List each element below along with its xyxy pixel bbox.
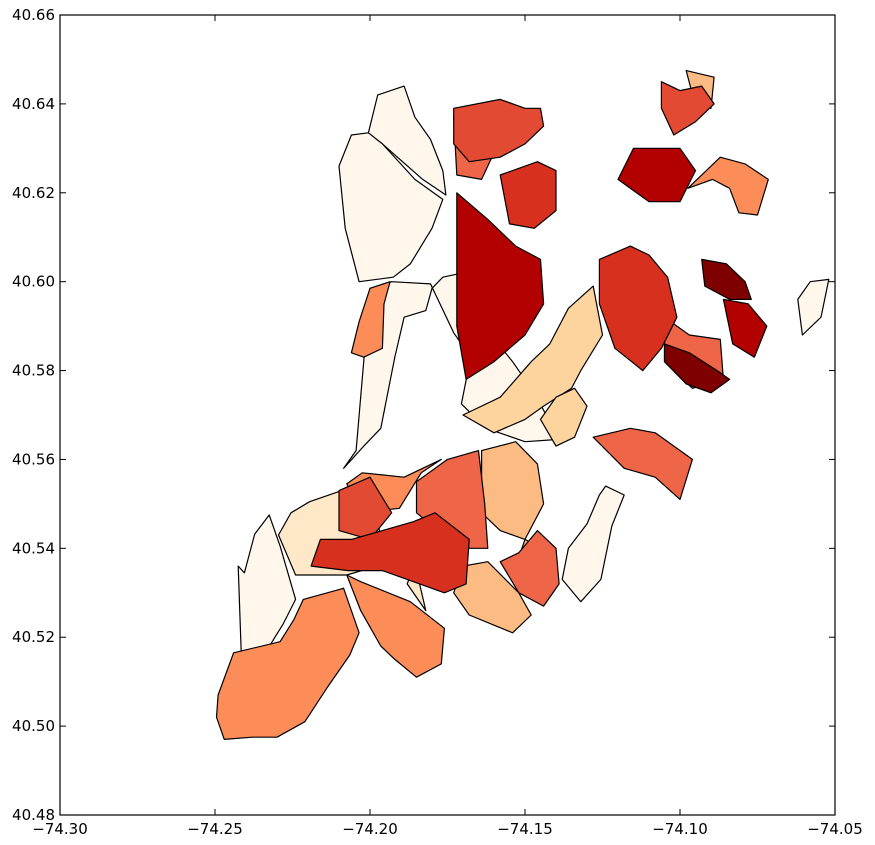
region-34 xyxy=(701,258,752,300)
y-tick-label-3: 40.54 xyxy=(12,539,55,557)
x-tick-label-0: −74.30 xyxy=(32,820,88,838)
x-tick-label-2: −74.20 xyxy=(342,820,398,838)
region-31 xyxy=(456,192,545,380)
region-35 xyxy=(663,343,731,394)
region-16 xyxy=(346,574,445,678)
y-tick-label-7: 40.62 xyxy=(12,184,55,202)
y-tick-label-5: 40.58 xyxy=(12,362,55,380)
y-tick-label-9: 40.66 xyxy=(12,6,55,24)
region-27 xyxy=(338,476,393,541)
region-6 xyxy=(561,485,625,603)
region-9 xyxy=(462,285,604,434)
plot-frame xyxy=(59,14,836,816)
y-tick-label-2: 40.52 xyxy=(12,628,55,646)
y-tick-label-0: 40.48 xyxy=(12,806,55,824)
region-19 xyxy=(350,281,391,358)
x-tick-label-5: −74.05 xyxy=(807,820,863,838)
region-33 xyxy=(722,298,768,358)
region-23 xyxy=(499,529,560,607)
x-tick-label-4: −74.10 xyxy=(652,820,708,838)
y-tick-label-8: 40.64 xyxy=(12,95,55,113)
region-10 xyxy=(539,387,588,447)
x-tick-label-1: −74.25 xyxy=(187,820,243,838)
region-25 xyxy=(453,98,545,163)
region-15 xyxy=(215,587,360,741)
region-28 xyxy=(310,512,470,594)
x-axis: −74.30 −74.25 −74.20 −74.15 −74.10 −74.05 xyxy=(32,15,863,838)
choropleth-regions xyxy=(215,69,830,741)
y-tick-label-6: 40.60 xyxy=(12,273,55,291)
x-tick-label-3: −74.15 xyxy=(497,820,553,838)
y-tick-label-4: 40.56 xyxy=(12,450,55,468)
region-21 xyxy=(592,427,694,500)
y-axis: 40.48 40.50 40.52 40.54 40.56 40.58 40.60 40.62… xyxy=(12,6,835,824)
region-26 xyxy=(660,81,715,136)
region-18 xyxy=(687,156,769,216)
region-5 xyxy=(797,278,830,336)
y-tick-label-1: 40.50 xyxy=(12,717,55,735)
region-32 xyxy=(617,147,697,203)
region-29 xyxy=(598,245,678,372)
region-30 xyxy=(499,161,557,229)
region-3 xyxy=(338,132,444,283)
